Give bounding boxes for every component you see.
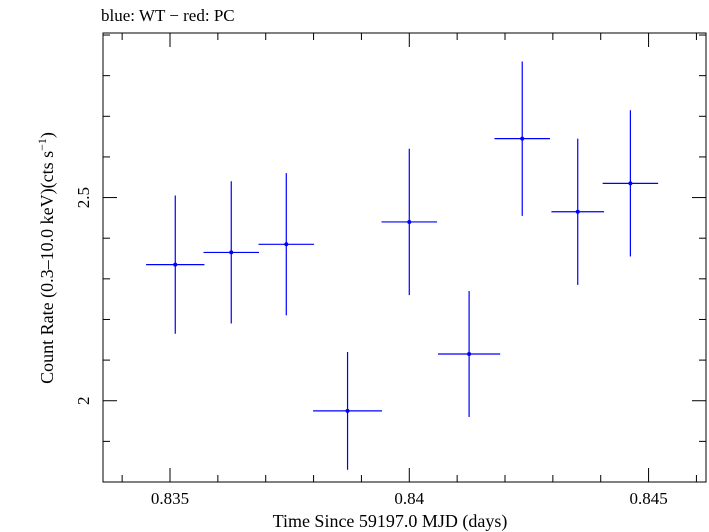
- x-axis-label: Time Since 59197.0 MJD (days): [273, 511, 508, 532]
- point-marker: [575, 209, 580, 214]
- axis-tick-labels: 0.835 0.84 0.845 2 2.5: [74, 187, 668, 508]
- y-axis-label-end: ): [37, 132, 58, 138]
- data-point: [494, 61, 550, 216]
- data-point: [258, 173, 315, 316]
- data-point: [313, 351, 383, 470]
- y-axis-label-main: Count Rate (0.3–10.0 keV)(cts s: [37, 151, 58, 384]
- plot-border: [102, 32, 707, 483]
- data-point: [381, 148, 438, 296]
- y-axis-label-superscript: −1: [35, 138, 49, 151]
- data-points: [146, 61, 659, 470]
- data-point: [203, 181, 260, 324]
- point-marker: [520, 136, 525, 141]
- x-tick-label: 0.84: [394, 489, 424, 508]
- point-marker: [173, 262, 178, 267]
- point-marker: [628, 181, 633, 186]
- point-marker: [229, 250, 234, 255]
- point-marker: [467, 352, 472, 357]
- point-marker: [284, 242, 289, 247]
- point-marker: [345, 408, 350, 413]
- data-point: [146, 195, 205, 334]
- y-axis-label: Count Rate (0.3–10.0 keV)(cts s−1): [35, 132, 58, 384]
- x-tick-label: 0.845: [629, 489, 667, 508]
- chart-title: blue: WT − red: PC: [101, 6, 235, 25]
- x-tick-label: 0.835: [151, 489, 189, 508]
- data-point: [438, 291, 501, 417]
- plot-frame: [102, 32, 707, 483]
- data-point: [602, 110, 659, 257]
- y-tick-label: 2: [74, 396, 93, 405]
- point-marker: [407, 219, 412, 224]
- axis-ticks: [103, 33, 706, 483]
- y-tick-label: 2.5: [74, 187, 93, 208]
- data-point: [551, 138, 605, 285]
